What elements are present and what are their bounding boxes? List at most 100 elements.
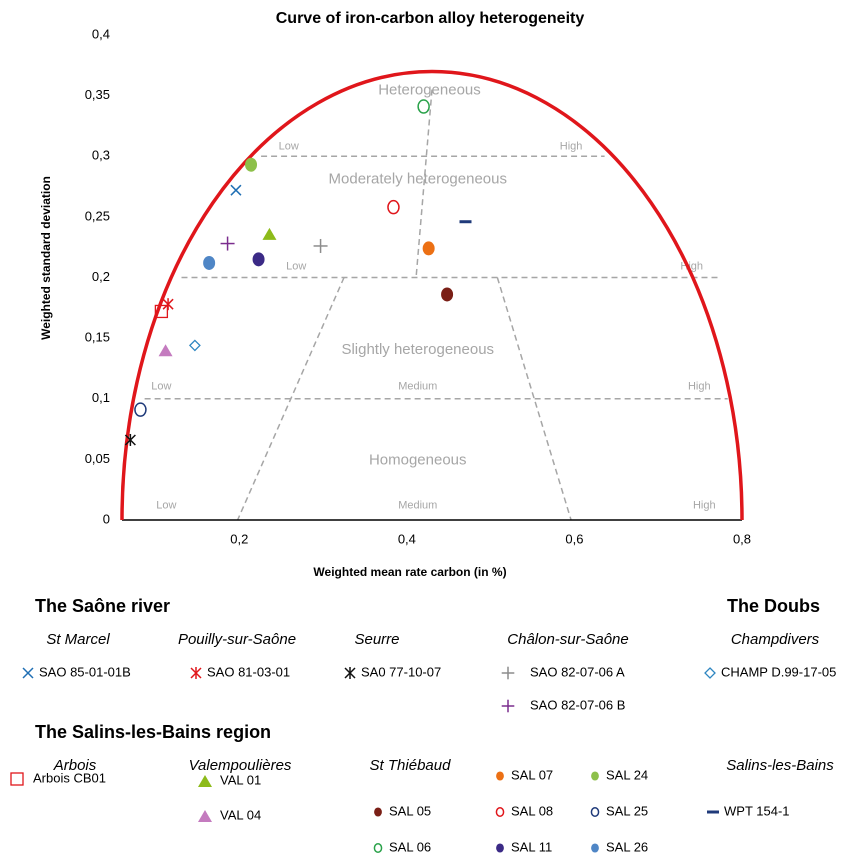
zone-label: High (560, 140, 583, 152)
marker (387, 199, 400, 215)
marker-shape (154, 304, 169, 319)
marker (203, 255, 216, 270)
legend-label: SA0 77-10-07 (361, 664, 441, 679)
legend-site: Seurre (354, 631, 399, 648)
legend-site: Pouilly-sur-Saône (178, 631, 296, 648)
marker (374, 807, 382, 817)
marker (495, 807, 505, 817)
legend-label: SAL 05 (389, 803, 431, 818)
marker (220, 236, 235, 251)
marker (198, 775, 212, 787)
marker-shape (203, 255, 216, 270)
marker-shape (387, 199, 400, 215)
marker-shape (591, 771, 599, 781)
x-axis-title: Weighted mean rate carbon (in %) (313, 565, 506, 579)
marker-shape (496, 843, 504, 853)
marker (704, 667, 716, 679)
legend-label: SAO 81-03-01 (207, 664, 290, 679)
marker (373, 843, 383, 853)
marker-shape (590, 807, 600, 817)
marker-shape (496, 771, 504, 781)
marker (134, 402, 147, 417)
marker-shape (10, 772, 24, 786)
marker-shape (704, 667, 716, 679)
marker (422, 241, 435, 256)
y-tick-label: 0,05 (85, 451, 110, 466)
marker-shape (422, 241, 435, 256)
marker-shape (134, 402, 147, 417)
marker-shape (374, 807, 382, 817)
marker-shape (245, 157, 258, 172)
zone-line (415, 89, 433, 278)
marker-shape (591, 843, 599, 853)
marker-shape (441, 287, 454, 302)
marker (313, 238, 328, 253)
legend-label: SAL 24 (606, 767, 648, 782)
chart-title: Curve of iron-carbon alloy heterogeneity (276, 10, 585, 27)
marker (496, 771, 504, 781)
legend-site: Arbois (53, 757, 97, 774)
marker (124, 433, 136, 446)
legend-label: SAL 11 (511, 839, 552, 854)
marker-shape (198, 775, 212, 787)
legend-label: SAO 82-07-06 A (530, 664, 625, 679)
marker (496, 843, 504, 853)
zone-label: Medium (398, 381, 437, 393)
legend-region: The Saône river (35, 596, 170, 616)
legend-label: CHAMP D.99-17-05 (721, 664, 836, 679)
legend-label: VAL 04 (220, 807, 261, 822)
zone-label: Heterogeneous (378, 82, 481, 99)
legend-site: Champdivers (731, 631, 820, 648)
zone-label: Low (151, 381, 171, 393)
x-tick-label: 0,2 (230, 531, 248, 546)
legend-region: The Salins-les-Bains region (35, 722, 271, 742)
zone-label: Low (286, 260, 306, 272)
legend-site: Salins-les-Bains (726, 757, 834, 774)
marker (344, 667, 356, 679)
zone-label: High (693, 499, 716, 511)
marker (230, 184, 242, 196)
marker (22, 667, 34, 679)
marker-shape (188, 339, 201, 352)
marker (591, 771, 599, 781)
legend-site: St Thiébaud (370, 757, 452, 774)
marker (10, 772, 24, 786)
legend-site: Valempoulières (189, 757, 292, 774)
x-tick-label: 0,8 (733, 531, 751, 546)
zone-line (496, 277, 572, 521)
y-axis-title: Weighted standard deviation (39, 176, 53, 340)
x-tick-label: 0,6 (565, 531, 583, 546)
marker (252, 252, 265, 267)
marker-shape (495, 807, 505, 817)
marker (590, 807, 600, 817)
zone-label: Low (279, 140, 299, 152)
legend-label: SAL 08 (511, 803, 553, 818)
marker (245, 157, 258, 172)
y-tick-label: 0,3 (92, 148, 110, 163)
marker-shape (198, 810, 212, 822)
legend-label: SAL 06 (389, 839, 431, 854)
marker (417, 99, 430, 114)
legend-label: SAL 26 (606, 839, 648, 854)
marker (162, 298, 174, 311)
marker-shape (373, 843, 383, 853)
zone-label: Moderately heterogeneous (329, 170, 507, 187)
legend-label: SAO 82-07-06 B (530, 697, 625, 712)
marker (154, 304, 169, 319)
marker (190, 667, 202, 679)
zone-label: Low (156, 499, 176, 511)
legend-label: VAL 01 (220, 772, 261, 787)
marker-shape (417, 99, 430, 114)
marker (501, 699, 515, 713)
y-tick-label: 0,25 (85, 208, 110, 223)
marker (501, 666, 515, 680)
zone-label: Homogeneous (369, 452, 467, 469)
y-tick-label: 0,35 (85, 87, 110, 102)
zone-line (236, 277, 345, 521)
y-tick-label: 0 (103, 511, 110, 526)
legend-label: Arbois CB01 (33, 770, 106, 785)
marker (188, 339, 201, 352)
y-tick-label: 0,1 (92, 390, 110, 405)
legend-site: St Marcel (46, 631, 110, 648)
